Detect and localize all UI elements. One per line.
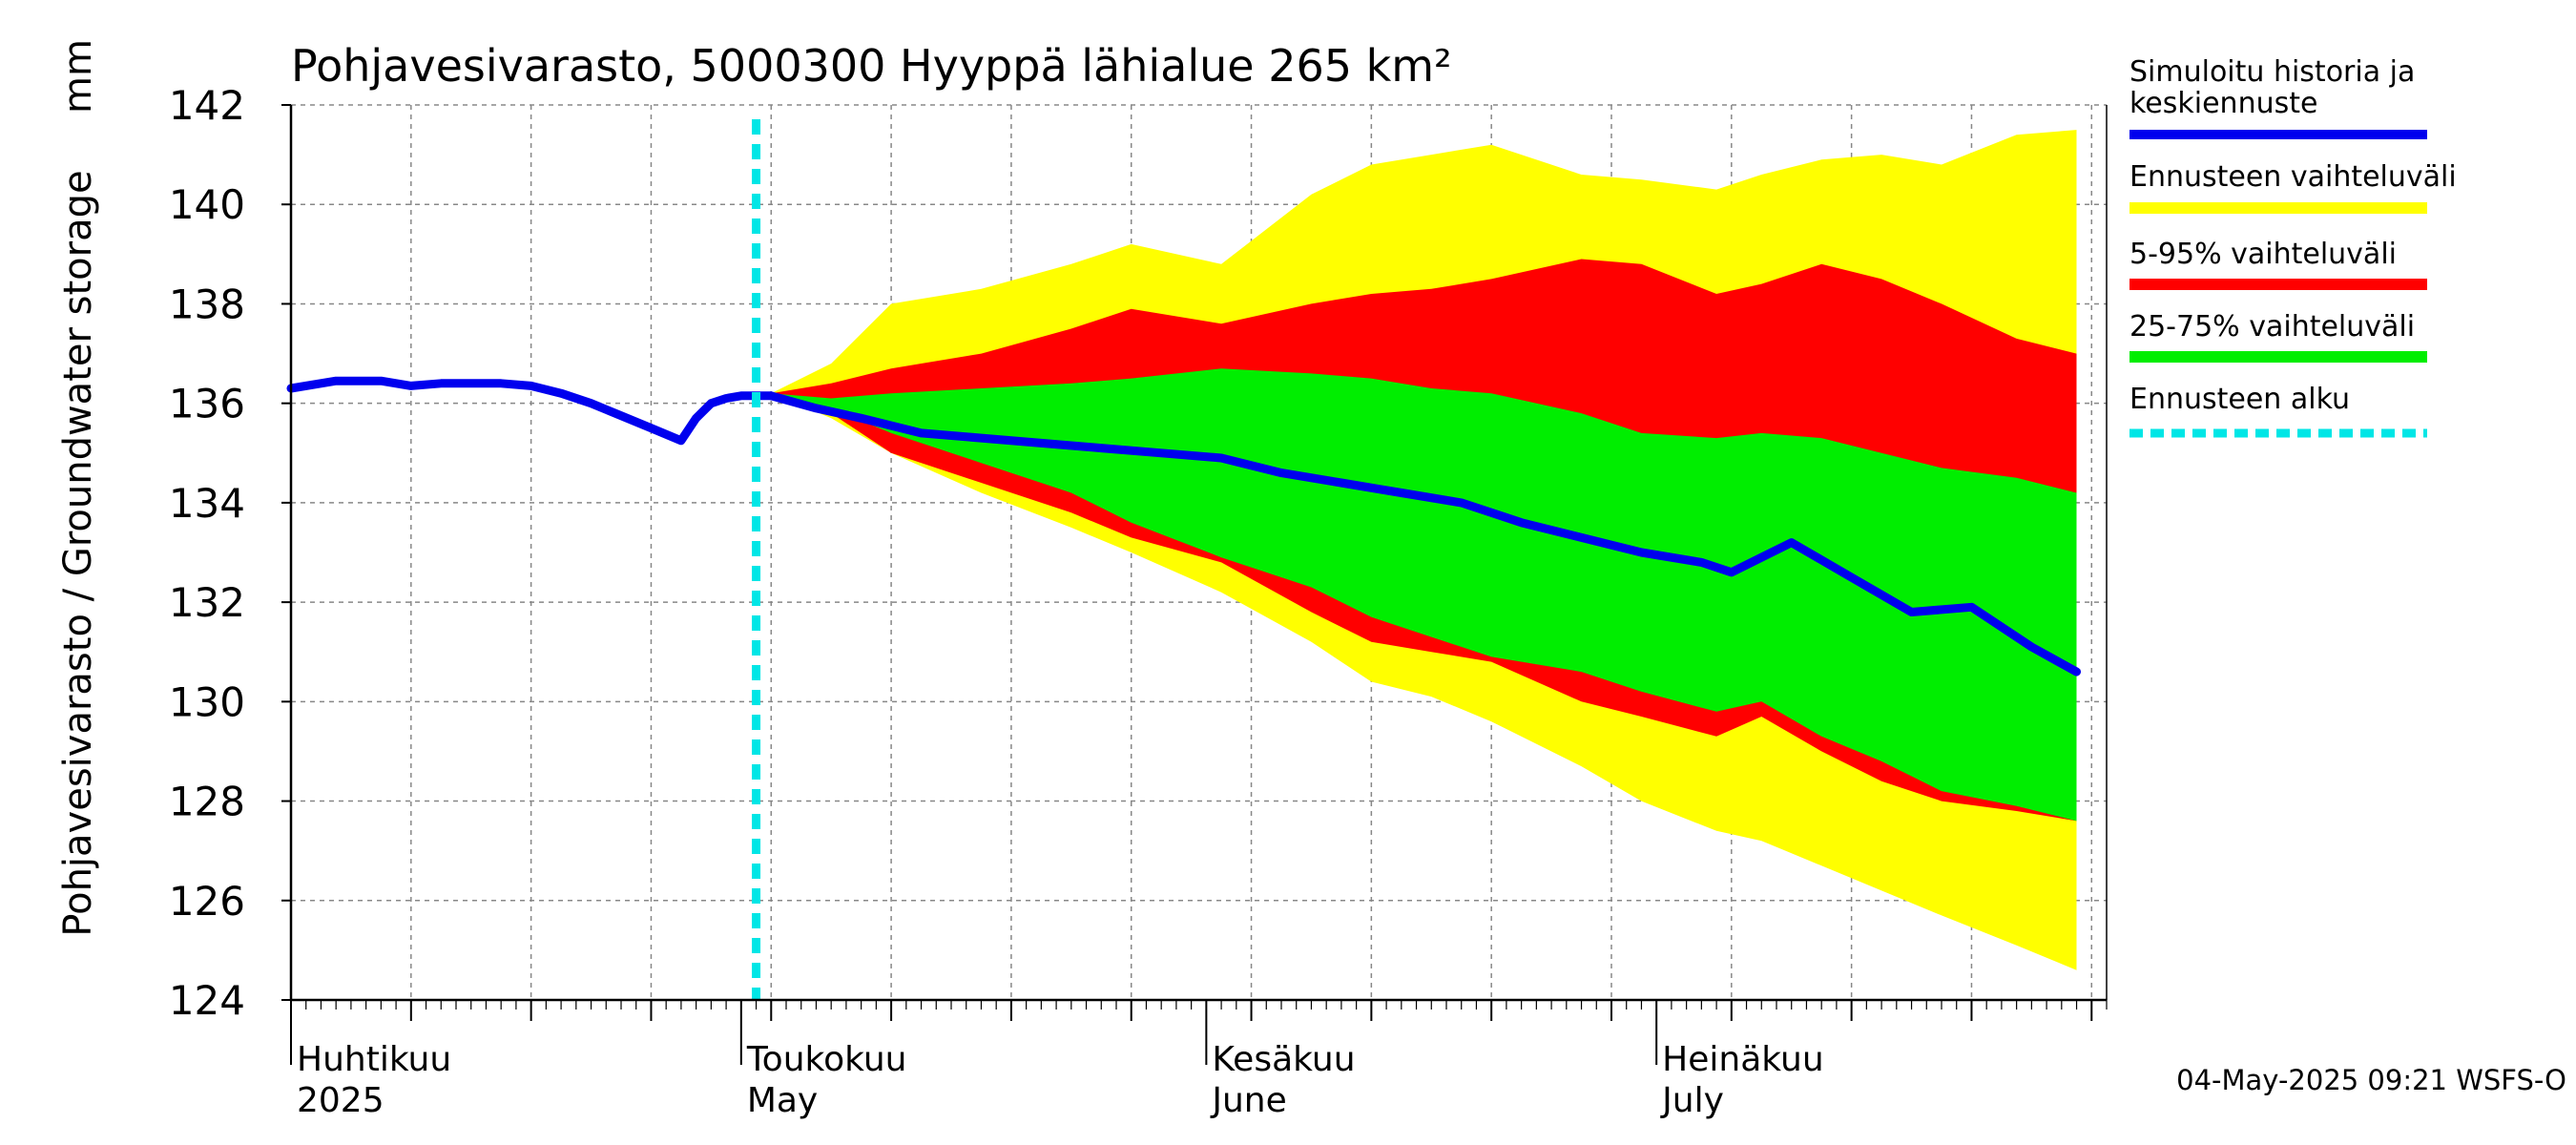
legend-label: Ennusteen vaihteluväli — [2129, 160, 2457, 194]
month-label: Toukokuu — [746, 1040, 907, 1079]
month-sublabel: May — [747, 1081, 818, 1120]
y-tick-label: 130 — [169, 678, 245, 725]
forecast-bands — [771, 130, 2077, 970]
y-tick-label: 134 — [169, 480, 245, 527]
timestamp-footer: 04-May-2025 09:21 WSFS-O — [2176, 1064, 2566, 1096]
band-25-75-vaihteluv-li — [771, 368, 2077, 822]
month-label: Huhtikuu — [297, 1040, 451, 1079]
y-tick-label: 142 — [169, 82, 245, 129]
y-axis-unit: mm — [56, 39, 100, 114]
y-tick-label: 132 — [169, 579, 245, 626]
y-tick-label: 136 — [169, 381, 245, 427]
data-lines — [286, 119, 2081, 1000]
y-tick-label: 124 — [169, 977, 245, 1024]
y-tick-label: 140 — [169, 181, 245, 228]
legend-label: 25-75% vaihteluväli — [2129, 310, 2415, 344]
month-sublabel: July — [1660, 1081, 1724, 1120]
month-sublabel: 2025 — [297, 1081, 384, 1120]
legend-label: keskiennuste — [2129, 87, 2317, 120]
month-sublabel: June — [1210, 1081, 1286, 1120]
history-line — [286, 376, 776, 446]
y-axis-label: Pohjavesivarasto / Groundwater storage — [56, 170, 100, 936]
y-tick-label: 138 — [169, 281, 245, 327]
y-tick-labels: 124 126 128 130 132 134 136 138 140 142 — [169, 82, 245, 1024]
legend-label: Simuloitu historia ja — [2129, 55, 2415, 89]
month-label: Heinäkuu — [1662, 1040, 1823, 1079]
month-label: Kesäkuu — [1212, 1040, 1355, 1079]
legend-label: 5-95% vaihteluväli — [2129, 238, 2397, 271]
y-tick-label: 126 — [169, 878, 245, 925]
median-forecast-line — [766, 391, 2081, 677]
chart-title: Pohjavesivarasto, 5000300 Hyyppä lähialu… — [291, 40, 1452, 92]
legend-label: Ennusteen alku — [2129, 383, 2350, 416]
y-tick-label: 128 — [169, 779, 245, 825]
axes — [281, 104, 2108, 1065]
